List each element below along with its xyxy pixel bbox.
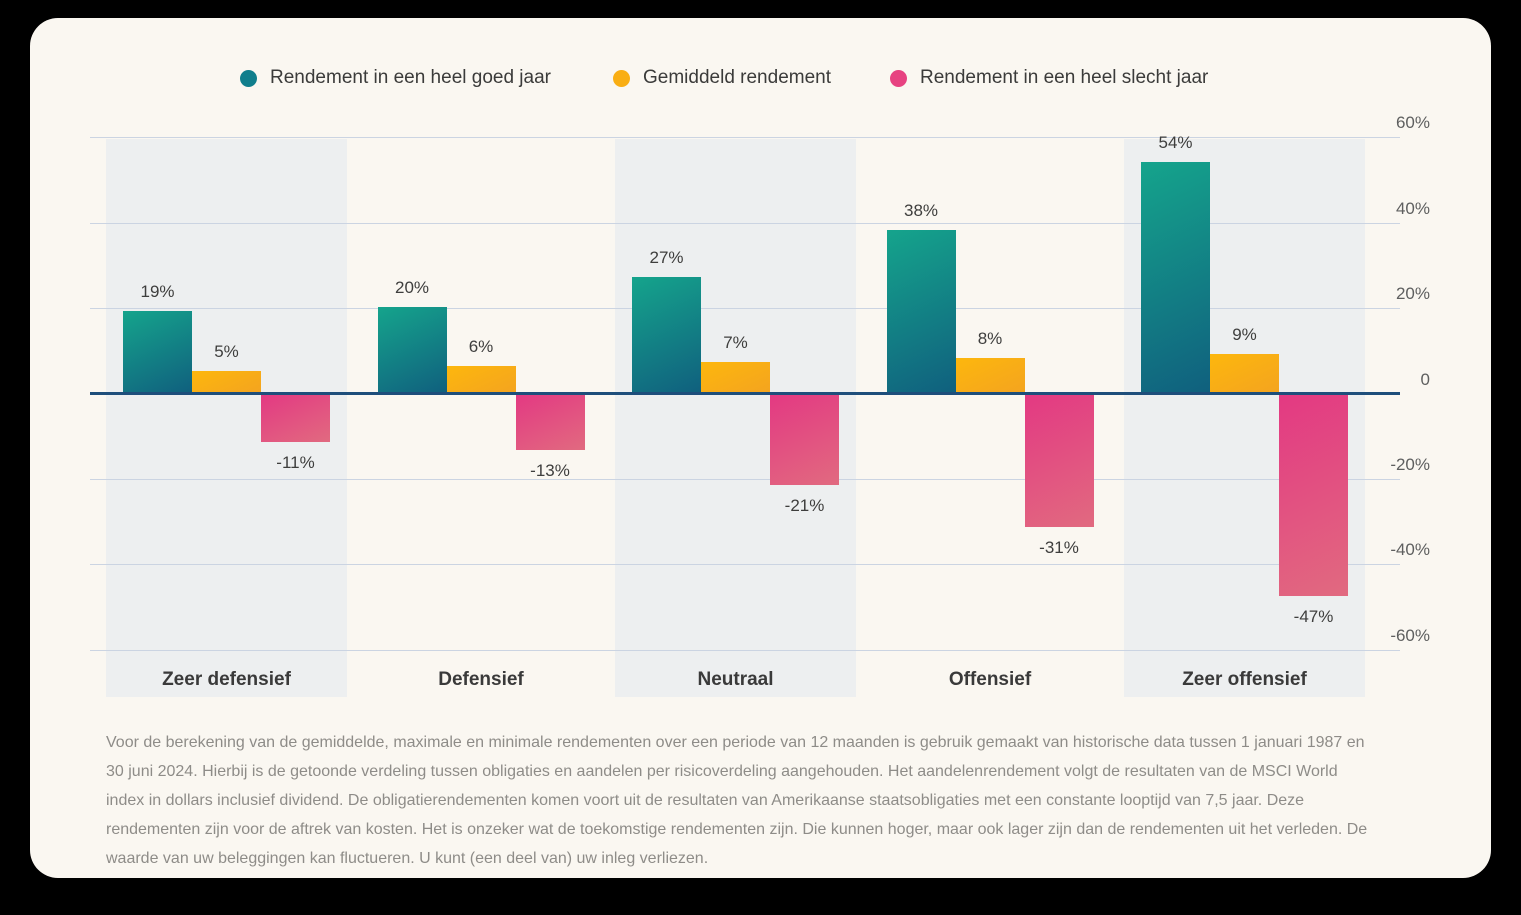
legend-item-average: Gemiddeld rendement [613, 64, 831, 92]
legend-dot-average-icon [613, 69, 630, 87]
bar-value-label: -13% [530, 461, 570, 481]
y-axis-tick-label: -20% [1390, 454, 1430, 474]
bar-value-label: -21% [784, 495, 825, 515]
bar-bad-year [515, 395, 585, 451]
gridline [90, 478, 1400, 480]
bar-good-year [123, 310, 192, 392]
bar-value-label: -31% [1039, 538, 1079, 558]
bar-good-year [1141, 161, 1210, 392]
y-axis-tick-label: 0 [1420, 369, 1430, 389]
gridline [90, 308, 1400, 310]
category-label: Defensief [438, 669, 524, 690]
gridline [90, 649, 1400, 651]
bar-average [446, 366, 516, 392]
bar-value-label: 5% [214, 341, 239, 361]
y-axis-tick-label: 60% [1395, 113, 1430, 133]
bar-bad-year [1279, 395, 1348, 596]
bar-value-label: 8% [977, 328, 1003, 348]
bar-average [192, 370, 261, 392]
gridline [90, 137, 1400, 139]
category-label: Neutraal [697, 669, 774, 690]
bar-bad-year [770, 395, 839, 485]
bar-good-year [632, 276, 701, 392]
bar-good-year [886, 229, 956, 392]
bar-good-year [377, 306, 447, 392]
bar-value-label: -11% [276, 452, 315, 472]
chart-card: Rendement in een heel goed jaar Gemiddel… [30, 18, 1491, 878]
bar-value-label: 6% [468, 337, 494, 357]
bar-value-label: 20% [394, 277, 430, 297]
legend-dot-bad-year-icon [890, 69, 907, 87]
legend: Rendement in een heel goed jaar Gemiddel… [30, 64, 1491, 92]
bar-value-label: 19% [140, 281, 175, 301]
bar-value-label: 9% [1232, 324, 1257, 344]
bar-value-label: -47% [1293, 606, 1334, 626]
category-label: Zeer defensief [162, 669, 291, 690]
bar-bad-year [1024, 395, 1094, 528]
bar-average [701, 362, 770, 392]
legend-label: Rendement in een heel slecht jaar [920, 67, 1209, 88]
bar-value-label: 7% [723, 333, 748, 353]
gridline [90, 222, 1400, 224]
y-axis-tick-label: 40% [1395, 198, 1430, 218]
y-axis-tick-label: -40% [1390, 540, 1430, 560]
legend-item-bad-year: Rendement in een heel slecht jaar [890, 64, 1208, 92]
category-label: Zeer offensief [1182, 669, 1307, 690]
chart-area: 60% 40% 20% 0 -20% -40% -60% 19% 20% 27% 38% 54% 5% 6… [30, 18, 1491, 878]
bar-bad-year [261, 395, 330, 442]
bar-average [955, 357, 1025, 392]
bar-value-label: 38% [903, 200, 939, 220]
y-axis-tick-label: 20% [1395, 284, 1430, 304]
legend-item-good-year: Rendement in een heel goed jaar [240, 64, 551, 92]
legend-label: Rendement in een heel goed jaar [270, 67, 551, 88]
bar-value-label: 54% [1158, 132, 1193, 152]
y-axis-tick-label: -60% [1390, 625, 1430, 645]
category-label: Offensief [948, 669, 1032, 690]
bar-average [1210, 353, 1279, 392]
zero-line [90, 392, 1400, 395]
gridline [90, 564, 1400, 566]
legend-label: Gemiddeld rendement [643, 67, 831, 88]
disclaimer-text: Voor de berekening van de gemiddelde, ma… [106, 734, 1368, 867]
bar-value-label: 27% [649, 247, 684, 267]
legend-dot-good-year-icon [240, 69, 257, 87]
